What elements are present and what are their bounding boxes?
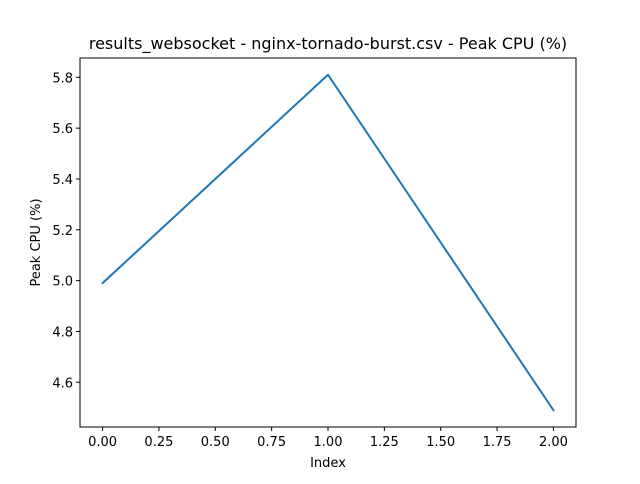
y-axis-ticks: 4.6 4.8 5.0 5.2 5.4 5.6 5.8 [52, 71, 80, 391]
x-axis-ticks: 0.00 0.25 0.50 0.75 1.00 1.25 1.50 1.75 2.00 [88, 427, 568, 450]
x-tick-label: 0.75 [257, 435, 286, 450]
y-tick-label: 5.6 [52, 122, 73, 137]
y-tick-label: 4.8 [52, 325, 73, 340]
y-tick-label: 5.0 [52, 275, 73, 290]
x-tick-label: 1.50 [426, 435, 455, 450]
x-tick-label: 1.00 [314, 435, 343, 450]
x-tick-label: 0.00 [88, 435, 117, 450]
y-tick-label: 4.6 [52, 376, 73, 391]
series-line [101, 73, 555, 412]
chart-title: results_websocket - nginx-tornado-burst.… [89, 34, 567, 54]
x-axis-label: Index [310, 456, 346, 471]
y-tick-label: 5.2 [52, 224, 73, 239]
x-tick-label: 1.75 [483, 435, 512, 450]
plot-area-frame [79, 57, 577, 428]
y-axis-label: Peak CPU (%) [29, 198, 44, 286]
x-tick-label: 2.00 [539, 435, 568, 450]
x-tick-label: 0.25 [144, 435, 173, 450]
x-tick-label: 1.25 [370, 435, 399, 450]
x-tick-label: 0.50 [201, 435, 230, 450]
y-tick-label: 5.8 [52, 71, 73, 86]
y-tick-label: 5.4 [52, 173, 73, 188]
series-layer [101, 73, 555, 412]
